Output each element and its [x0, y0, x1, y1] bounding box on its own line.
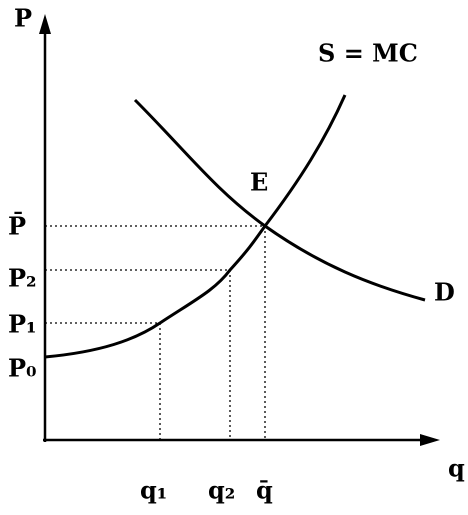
price-label: P₂	[8, 264, 37, 293]
price-label: P₁	[8, 310, 37, 339]
x-arrow	[420, 434, 440, 446]
quantity-label: q̄	[256, 476, 273, 505]
guide-p1	[45, 322, 161, 440]
y-arrow	[39, 14, 51, 34]
quantity-label: q₂	[208, 476, 235, 505]
demand-curve	[133, 98, 426, 302]
guide-p2	[45, 269, 231, 440]
equilibrium-label: E	[250, 168, 268, 197]
guide-p-bar	[45, 225, 266, 440]
x-axis-label: q	[448, 454, 465, 483]
price-label: P̄	[8, 211, 26, 240]
quantity-label: q₁	[140, 476, 167, 505]
y-axis-label: P	[14, 4, 32, 33]
supply-label: S = MC	[318, 39, 418, 68]
demand-label: D	[434, 278, 455, 307]
price-label: P₀	[8, 354, 37, 383]
supply-curve	[44, 94, 347, 359]
